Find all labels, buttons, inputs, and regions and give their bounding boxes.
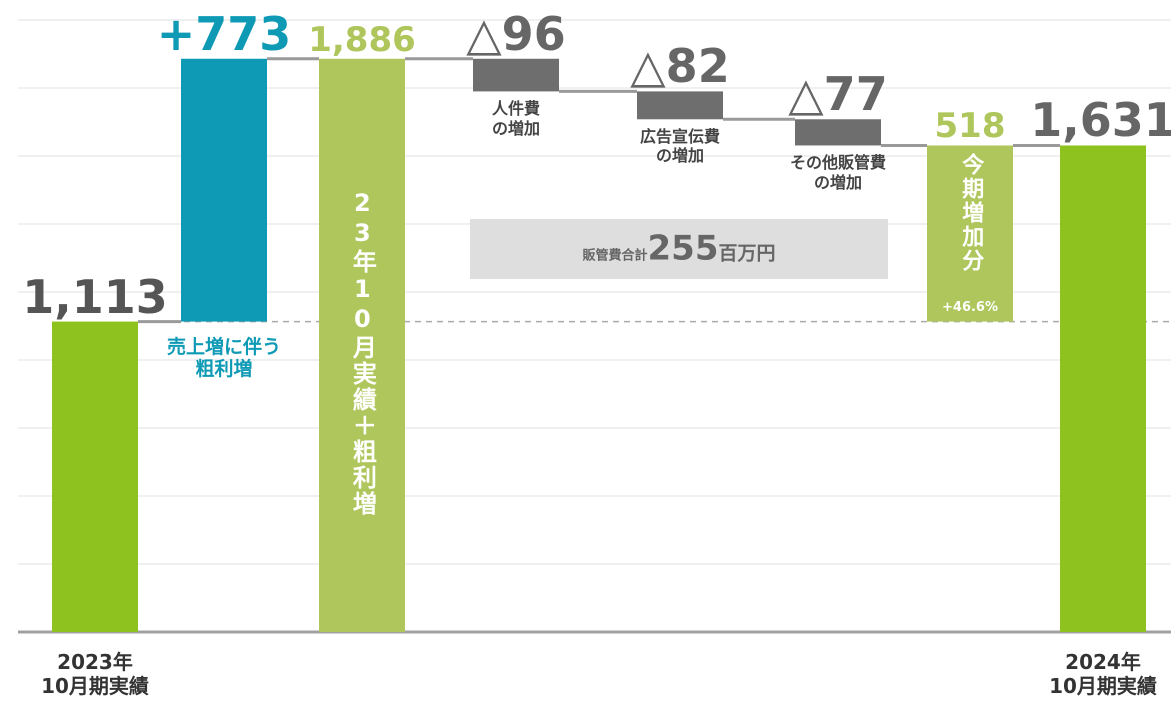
- bar: [473, 58, 559, 92]
- value-label: 1,113: [22, 269, 168, 324]
- category-label: 売上増に伴う 粗利増: [166, 335, 282, 381]
- value-label: 518: [934, 106, 1006, 147]
- bar: [181, 58, 267, 322]
- annotation-box: [470, 219, 888, 279]
- category-label: 人件費 の増加: [491, 99, 541, 138]
- increase-note: +46.6%: [942, 299, 998, 315]
- bar: [637, 91, 723, 120]
- bar: [52, 321, 138, 632]
- annotation-suffix: 百万円: [718, 242, 776, 265]
- bar: [1060, 145, 1146, 632]
- value-label: △77: [788, 67, 888, 122]
- category-label: 2024年 10月期実績: [1049, 650, 1157, 698]
- category-label: 23年10月実績＋粗利増: [348, 188, 377, 517]
- value-label: △82: [630, 39, 730, 94]
- annotation: 販管費合計255百万円: [582, 229, 775, 270]
- bar: [795, 119, 881, 146]
- value-label: △96: [466, 6, 566, 61]
- value-label: +773: [156, 6, 292, 61]
- bar: [927, 145, 1013, 322]
- category-label: 今期増加分: [958, 153, 984, 274]
- value-label: 1,631: [1030, 93, 1171, 148]
- category-label: その他販管費 の増加: [789, 153, 887, 192]
- annotation-prefix: 販管費合計: [582, 248, 648, 264]
- bar: [319, 58, 405, 632]
- category-label: 2023年 10月期実績: [41, 650, 149, 698]
- category-label: 広告宣伝費 の増加: [639, 127, 721, 166]
- annotation-value: 255: [647, 228, 719, 269]
- value-label: 1,886: [308, 19, 416, 60]
